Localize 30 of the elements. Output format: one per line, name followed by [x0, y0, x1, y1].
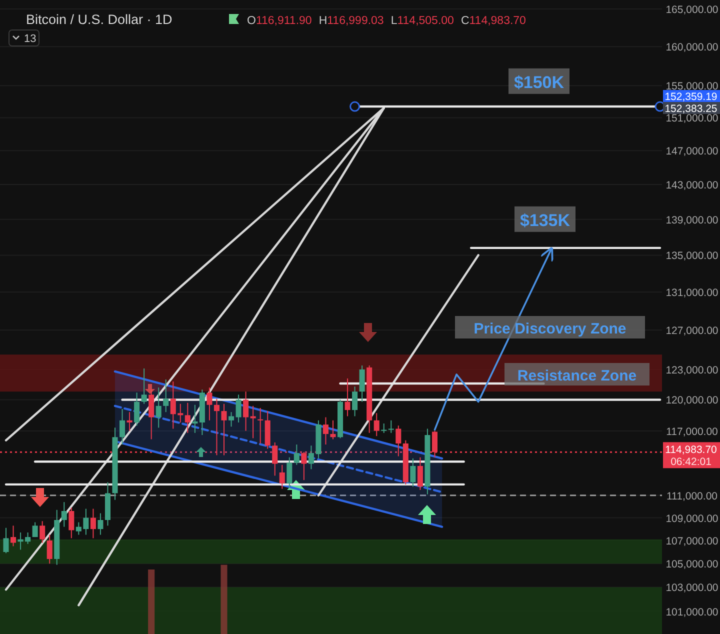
y-tick-label: 120,000.00 — [666, 394, 718, 407]
text: 06:42:01 — [670, 456, 712, 468]
y-tick-label: 147,000.00 — [666, 146, 718, 158]
annotation: Resistance Zone — [517, 367, 637, 384]
annotation: $150K — [514, 72, 565, 92]
annotation: $135K — [520, 210, 571, 230]
text: 152,359.19 — [664, 91, 718, 103]
y-tick-label: 160,000.00 — [666, 42, 718, 54]
ref-line-label: 114,983.70 — [665, 444, 718, 456]
y-tick-label: 131,000.00 — [666, 287, 718, 300]
y-tick-label: 155,000.00 — [666, 80, 718, 93]
y-tick-label: 165,000.00 — [666, 4, 718, 16]
y-tick-label: 109,000.00 — [666, 512, 718, 525]
y-tick-label: 151,000.00 — [666, 112, 718, 125]
y-tick-label: 127,000.00 — [666, 325, 718, 338]
y-tick-label: 111,000.00 — [666, 490, 718, 502]
y-tick-label: 123,000.00 — [666, 364, 718, 376]
y-tick-label: 101,000.00 — [666, 606, 718, 618]
y-tick-label: 143,000.00 — [666, 180, 718, 192]
text: O116,911.90 H116,999.03 L114,505.00 C114,983.70 — [247, 15, 526, 27]
annotation: Price Discovery Zone — [474, 320, 626, 338]
y-tick-label: 105,000.00 — [666, 558, 718, 571]
y-tick-label: 135,000.00 — [666, 250, 718, 262]
y-tick-label: 103,000.00 — [666, 582, 718, 594]
y-tick-label: 117,000.00 — [666, 426, 718, 438]
text: Bitcoin / U.S. Dollar · 1D — [26, 12, 173, 27]
text: 152,383.25 — [664, 103, 718, 115]
annotation: 13 — [24, 33, 36, 45]
y-tick-label: 107,000.00 — [666, 535, 718, 548]
y-tick-label: 139,000.00 — [666, 214, 718, 226]
